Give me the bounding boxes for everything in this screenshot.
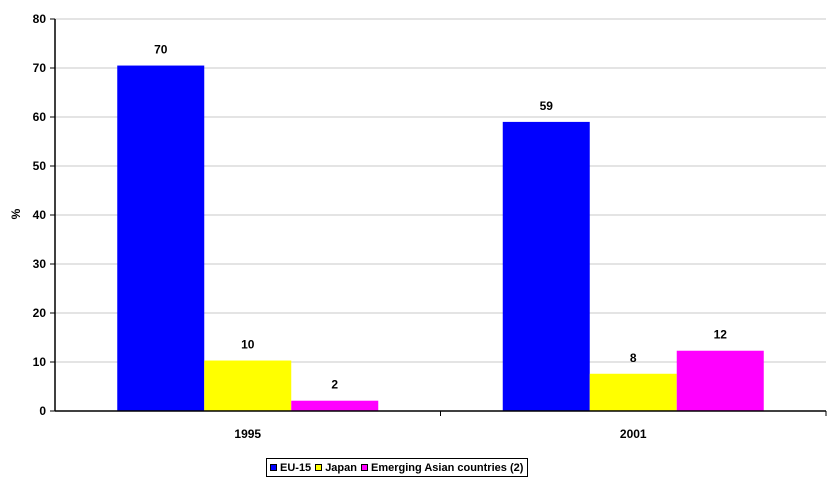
legend-label: Japan [325, 461, 357, 474]
legend-label: Emerging Asian countries (2) [370, 461, 524, 474]
bar-japan-1995 [204, 360, 292, 411]
legend-item: Emerging Asian countries (2) [360, 461, 524, 474]
legend-item: EU-15 [270, 462, 311, 474]
y-tick-label: 0 [39, 404, 46, 418]
bar-eu-15-1995 [117, 65, 205, 412]
bar-emerging-asian-countries-2-1995 [291, 400, 379, 411]
data-label: 2 [331, 378, 338, 392]
y-tick-label: 50 [33, 159, 47, 173]
y-tick-label: 80 [33, 12, 47, 26]
legend-item: Japan [315, 462, 357, 474]
legend-label: EU-15 [280, 461, 312, 474]
data-labels: 70 10 2 59 8 12 [154, 43, 727, 392]
x-tick-labels: 1995 2001 [234, 427, 647, 441]
legend-swatch [270, 464, 277, 471]
data-label: 8 [630, 351, 637, 365]
bars [117, 65, 764, 412]
y-tick-label: 60 [33, 110, 47, 124]
y-tick-label: 40 [33, 208, 47, 222]
bar-emerging-asian-countries-2-2001 [676, 350, 764, 411]
axes [50, 18, 827, 416]
legend: EU-15 Japan Emerging Asian countries (2) [266, 458, 529, 477]
bar-eu-15-2001 [502, 121, 590, 412]
data-label: 12 [714, 328, 728, 342]
y-tick-label: 20 [33, 306, 47, 320]
y-axis-label: % [9, 208, 23, 219]
y-tick-labels: 0 10 20 30 40 50 60 70 80 [33, 12, 47, 418]
x-tick-label: 1995 [234, 427, 261, 441]
data-label: 59 [540, 99, 554, 113]
y-tick-label: 30 [33, 257, 47, 271]
y-tick-label: 70 [33, 61, 47, 75]
x-tick-label: 2001 [620, 427, 647, 441]
data-label: 70 [154, 43, 168, 57]
bar-japan-2001 [589, 373, 677, 411]
y-tick-label: 10 [33, 355, 47, 369]
legend-swatch [315, 464, 323, 471]
legend-swatch [360, 464, 368, 471]
data-label: 10 [241, 338, 255, 352]
